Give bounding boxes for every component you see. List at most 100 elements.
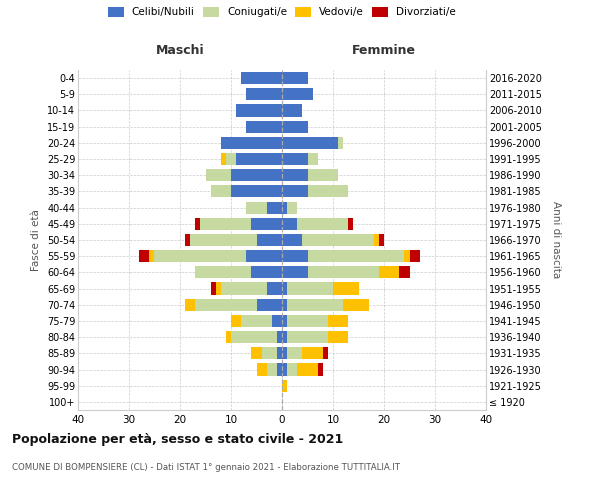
Bar <box>282 348 287 360</box>
Bar <box>155 250 247 262</box>
Bar <box>328 331 349 343</box>
Bar <box>282 202 287 213</box>
Bar <box>400 266 410 278</box>
Bar <box>410 250 420 262</box>
Bar <box>211 282 216 294</box>
Bar <box>185 298 196 311</box>
Bar <box>302 348 323 360</box>
Bar <box>277 364 282 376</box>
Bar <box>241 72 282 84</box>
Bar <box>236 104 282 117</box>
Bar <box>185 234 190 246</box>
Bar <box>236 153 282 165</box>
Bar <box>247 120 282 132</box>
Bar <box>328 315 349 327</box>
Bar <box>257 298 282 311</box>
Bar <box>282 186 308 198</box>
Bar <box>267 282 282 294</box>
Bar <box>216 282 221 294</box>
Bar <box>282 169 308 181</box>
Bar <box>308 250 404 262</box>
Bar <box>287 348 302 360</box>
Bar <box>282 72 308 84</box>
Bar <box>277 331 282 343</box>
Bar <box>318 364 323 376</box>
Bar <box>247 202 267 213</box>
Bar <box>282 364 287 376</box>
Bar <box>282 104 302 117</box>
Bar <box>251 218 282 230</box>
Bar <box>282 137 338 149</box>
Bar <box>196 298 257 311</box>
Y-axis label: Fasce di età: Fasce di età <box>31 209 41 271</box>
Bar <box>149 250 155 262</box>
Legend: Celibi/Nubili, Coniugati/e, Vedovi/e, Divorziati/e: Celibi/Nubili, Coniugati/e, Vedovi/e, Di… <box>108 7 456 18</box>
Bar <box>251 348 262 360</box>
Bar <box>287 331 328 343</box>
Bar <box>282 120 308 132</box>
Bar <box>282 218 298 230</box>
Bar <box>349 218 353 230</box>
Bar <box>298 218 349 230</box>
Text: COMUNE DI BOMPENSIERE (CL) - Dati ISTAT 1° gennaio 2021 - Elaborazione TUTTITALI: COMUNE DI BOMPENSIERE (CL) - Dati ISTAT … <box>12 462 400 471</box>
Bar <box>190 234 257 246</box>
Bar <box>221 137 282 149</box>
Bar <box>343 298 369 311</box>
Bar <box>196 218 200 230</box>
Bar <box>308 153 318 165</box>
Bar <box>257 364 267 376</box>
Bar <box>200 218 251 230</box>
Bar <box>206 169 231 181</box>
Bar <box>282 282 287 294</box>
Bar <box>241 315 272 327</box>
Bar <box>282 234 302 246</box>
Bar <box>287 282 333 294</box>
Bar <box>282 331 287 343</box>
Bar <box>247 88 282 101</box>
Bar <box>221 153 226 165</box>
Bar <box>277 348 282 360</box>
Bar <box>333 282 359 294</box>
Bar <box>231 315 241 327</box>
Bar <box>262 348 277 360</box>
Text: Maschi: Maschi <box>155 44 205 58</box>
Bar <box>379 234 384 246</box>
Bar <box>282 266 308 278</box>
Bar <box>287 364 298 376</box>
Bar <box>323 348 328 360</box>
Bar <box>267 364 277 376</box>
Bar <box>257 234 282 246</box>
Bar <box>267 202 282 213</box>
Bar <box>282 250 308 262</box>
Y-axis label: Anni di nascita: Anni di nascita <box>551 202 561 278</box>
Bar <box>282 315 287 327</box>
Bar <box>287 202 298 213</box>
Bar <box>282 380 287 392</box>
Bar <box>379 266 400 278</box>
Bar <box>404 250 410 262</box>
Bar <box>226 153 236 165</box>
Bar <box>139 250 149 262</box>
Bar <box>282 88 313 101</box>
Bar <box>308 169 338 181</box>
Bar <box>211 186 231 198</box>
Bar <box>226 331 231 343</box>
Bar <box>196 266 251 278</box>
Bar <box>247 250 282 262</box>
Bar <box>338 137 343 149</box>
Text: Femmine: Femmine <box>352 44 416 58</box>
Bar <box>231 331 277 343</box>
Bar <box>231 186 282 198</box>
Bar <box>298 364 318 376</box>
Bar <box>251 266 282 278</box>
Bar <box>287 298 343 311</box>
Bar <box>374 234 379 246</box>
Bar <box>221 282 267 294</box>
Bar <box>308 266 379 278</box>
Bar <box>282 153 308 165</box>
Bar <box>308 186 349 198</box>
Bar <box>282 298 287 311</box>
Text: Popolazione per età, sesso e stato civile - 2021: Popolazione per età, sesso e stato civil… <box>12 432 343 446</box>
Bar <box>231 169 282 181</box>
Bar <box>272 315 282 327</box>
